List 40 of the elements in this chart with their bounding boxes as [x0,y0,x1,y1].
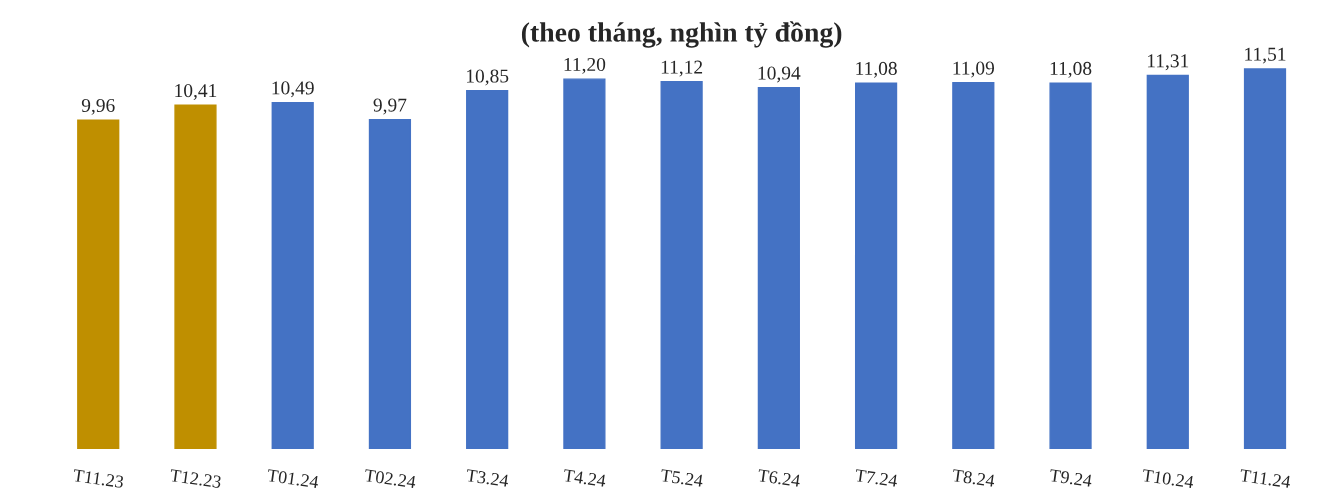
bar [757,87,800,450]
x-tick-label: T3.24 [465,469,510,488]
data-label: 9,97 [373,98,407,115]
x-tick-label: T9.24 [1049,469,1093,488]
data-label: 11,12 [661,60,703,77]
bar [1146,74,1189,450]
data-label: 10,94 [758,66,801,83]
data-label: 11,09 [953,61,995,78]
data-label: 11,20 [564,57,606,74]
x-tick-label: T11.23 [72,469,124,489]
chart-title: (theo tháng, nghìn tỷ đồng) [521,21,842,48]
bar [563,78,606,450]
data-label: 11,51 [1245,47,1286,64]
data-label: 11,08 [1050,61,1092,78]
bar [1049,82,1092,450]
data-label: 9,96 [81,98,115,115]
bar [77,119,120,450]
bar [368,119,412,450]
x-tick-label: T12.23 [169,469,222,489]
bar [1243,68,1287,450]
x-tick-label: T5.24 [660,469,704,488]
x-tick-label: T11.24 [1239,469,1292,489]
bar [466,90,509,450]
x-tick-label: T4.24 [562,469,607,488]
data-label: 11,31 [1147,54,1189,71]
bar [271,101,314,450]
data-label: 10,49 [272,81,314,98]
data-label: 11,08 [856,61,897,78]
x-tick-label: T8.24 [951,469,996,488]
bar [660,81,703,450]
x-tick-label: T01.24 [266,469,320,489]
bar [952,82,995,450]
bar [174,104,217,450]
data-label: 10,85 [467,69,509,86]
x-tick-label: T02.24 [364,469,417,489]
data-label: 10,41 [175,84,217,100]
x-tick-label: T10.24 [1141,469,1195,489]
x-tick-label: T6.24 [757,469,801,488]
x-tick-label: T7.24 [854,469,898,488]
bar [854,82,898,450]
